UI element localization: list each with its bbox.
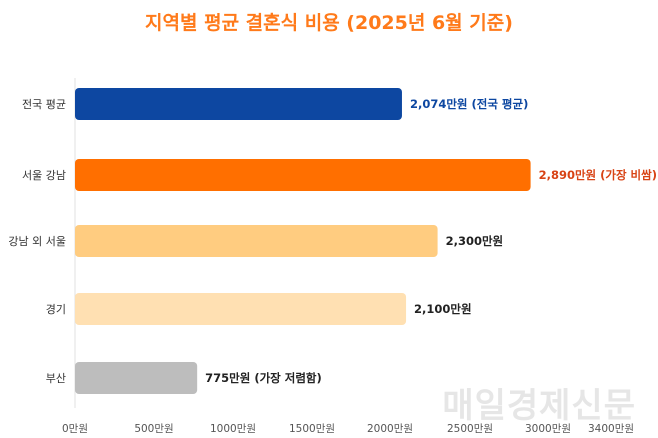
data-label: 2,074만원 (전국 평균) (410, 97, 528, 111)
watermark-logo: 매일경제신문 (442, 386, 636, 426)
data-label: 2,100만원 (414, 302, 472, 316)
x-tick-label: 3400만원 (588, 423, 634, 435)
category-label: 강남 외 서울 (8, 235, 66, 248)
bar (75, 362, 198, 394)
category-label: 경기 (46, 303, 66, 316)
x-tick-label: 1500만원 (289, 423, 335, 435)
x-tick-label: 1000만원 (210, 423, 256, 435)
category-label: 부산 (46, 372, 66, 385)
bar (75, 159, 531, 191)
bar (75, 293, 407, 325)
category-label: 전국 평균 (22, 98, 66, 111)
data-label: 2,890만원 (가장 비쌈) (539, 168, 657, 182)
category-label: 서울 강남 (22, 169, 66, 182)
x-tick-label: 3000만원 (525, 423, 571, 435)
x-tick-label: 500만원 (134, 423, 173, 435)
x-tick-label: 2500만원 (447, 423, 493, 435)
chart-title: 지역별 평균 결혼식 비용 (2025년 6월 기준) (145, 12, 513, 34)
data-label: 2,300만원 (446, 234, 504, 248)
x-tick-label: 0만원 (62, 423, 88, 435)
data-label: 775만원 (가장 저렴함) (205, 371, 322, 385)
x-tick-label: 2000만원 (367, 423, 413, 435)
bar (75, 225, 438, 257)
bar (75, 88, 402, 120)
